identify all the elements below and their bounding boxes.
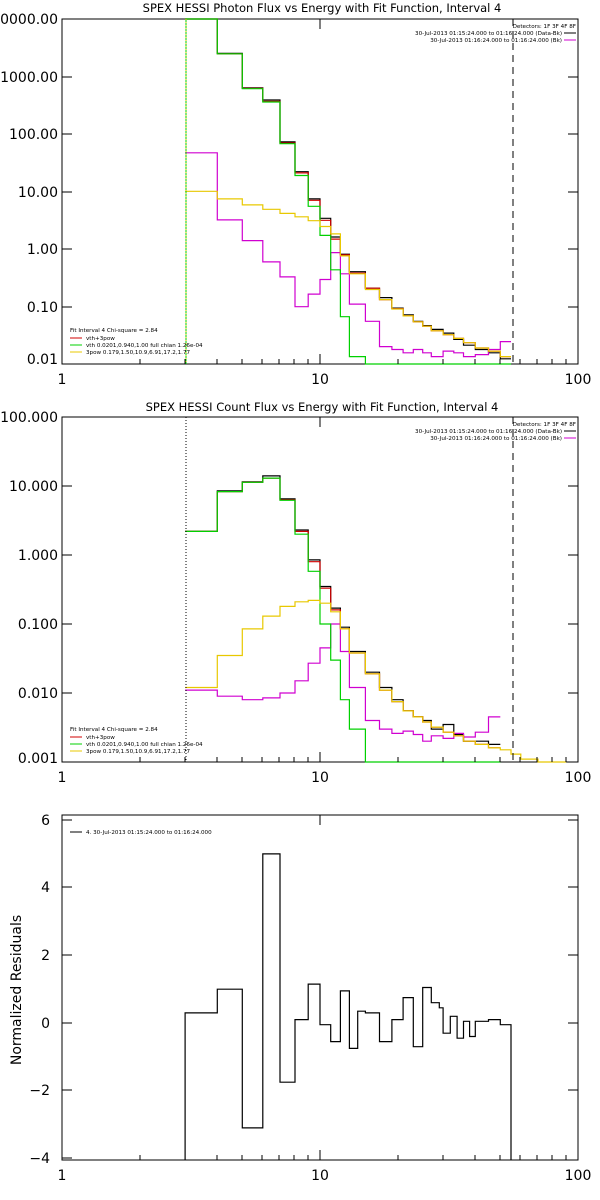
count-series-vth-3pow (185, 477, 501, 749)
residuals-series-residuals (184, 853, 512, 1160)
photon-y-tick-label: 0.01 (27, 352, 58, 368)
count-series-3pow (185, 599, 567, 763)
photon-legend-data: 30-Jul-2013 01:15:24.000 to 01:16:24.000… (415, 31, 562, 37)
count-fit-legend: Fit Interval 4 Chi-square = 2.84 vth+3po… (70, 727, 203, 755)
residuals-x-tick-label: 10 (311, 1168, 329, 1184)
residuals-x-axis: 1 10 100 (58, 815, 592, 1184)
count-y-tick-label: 0.001 (18, 751, 58, 767)
photon-y-axis: 10000.00 1000.00 100.00 10.00 1.00 0.10 … (0, 12, 578, 368)
count-x-tick-label: 1 (58, 770, 67, 786)
count-y-tick-label: 100.000 (0, 410, 58, 426)
count-x-tick-label: 10 (311, 770, 329, 786)
photon-x-tick-label: 10 (311, 372, 329, 388)
photon-fit-pow-label: 3pow 0.179,1.50,10.9,6.91,17.2,1.77 (86, 350, 191, 356)
residuals-x-tick-label: 1 (58, 1168, 67, 1184)
residuals-y-tick-label: 0 (41, 1016, 50, 1032)
count-fit-vth-label: vth 0.0201,0.940,1.00 full chian 1.26e-0… (86, 742, 203, 748)
photon-series-3pow (185, 190, 511, 358)
residuals-y-tick-label: −4 (29, 1151, 50, 1167)
residuals-chart: 6 4 2 0 −2 −4 Normalized Residuals (9, 813, 591, 1184)
residuals-y-tick-label: −2 (29, 1083, 50, 1099)
count-series-vth (185, 477, 501, 763)
count-fit-pow-label: 3pow 0.179,1.50,10.9,6.91,17.2,1.77 (86, 749, 191, 755)
residuals-y-tick-label: 4 (41, 880, 50, 896)
photon-chart-title: SPEX HESSI Photon Flux vs Energy with Fi… (143, 1, 502, 15)
count-flux-chart: SPEX HESSI Count Flux vs Energy with Fit… (0, 400, 591, 786)
count-chart-title: SPEX HESSI Count Flux vs Energy with Fit… (146, 400, 499, 414)
photon-series-data-bk (185, 18, 511, 360)
photon-x-axis: 1 10 100 (58, 19, 592, 388)
photon-x-tick-label: 1 (58, 372, 67, 388)
residuals-series-group (184, 853, 512, 1160)
count-y-tick-label: 1.000 (18, 548, 58, 564)
count-x-tick-label: 100 (565, 770, 592, 786)
residuals-legend: 4. 30-Jul-2013 01:15:24.000 to 01:16:24.… (70, 830, 212, 836)
photon-plot-frame (61, 18, 579, 365)
count-legend-data: 30-Jul-2013 01:15:24.000 to 01:16:24.000… (415, 429, 562, 435)
photon-detectors-label: Detectors: 1F 3F 4F 8F (513, 24, 576, 30)
photon-series-vth-3pow (185, 18, 511, 358)
photon-series-vth (185, 18, 511, 365)
residuals-legend-label: 4. 30-Jul-2013 01:15:24.000 to 01:16:24.… (86, 830, 212, 836)
photon-y-tick-label: 0.10 (27, 300, 58, 316)
photon-fit-legend: Fit Interval 4 Chi-square = 2.84 vth+3po… (70, 328, 203, 356)
count-y-axis: 100.000 10.000 1.000 0.100 0.010 0.001 (0, 410, 578, 767)
photon-x-tick-label: 100 (565, 372, 592, 388)
count-legend: Detectors: 1F 3F 4F 8F 30-Jul-2013 01:15… (415, 422, 576, 442)
photon-series-group (185, 18, 511, 365)
photon-fit-total-label: vth+3pow (86, 336, 115, 342)
count-detectors-label: Detectors: 1F 3F 4F 8F (513, 422, 576, 428)
photon-series-bk (185, 152, 511, 358)
photon-fit-interval: Fit Interval 4 Chi-square = 2.84 (70, 328, 158, 334)
count-y-tick-label: 0.100 (18, 617, 58, 633)
residuals-x-tick-label: 100 (565, 1168, 592, 1184)
count-fit-interval: Fit Interval 4 Chi-square = 2.84 (70, 727, 158, 733)
photon-y-tick-label: 10.00 (18, 185, 58, 201)
photon-y-tick-label: 1.00 (27, 242, 58, 258)
count-fit-total-label: vth+3pow (86, 735, 115, 741)
photon-y-tick-label: 100.00 (9, 127, 58, 143)
residuals-y-axis: 6 4 2 0 −2 −4 Normalized Residuals (9, 813, 578, 1167)
count-series-group (185, 475, 567, 763)
photon-flux-chart: SPEX HESSI Photon Flux vs Energy with Fi… (0, 1, 591, 388)
count-x-axis: 1 10 100 (58, 417, 592, 786)
photon-y-tick-label: 10000.00 (0, 12, 58, 28)
residuals-y-axis-label: Normalized Residuals (9, 915, 25, 1065)
count-y-tick-label: 0.010 (18, 686, 58, 702)
residuals-y-tick-label: 6 (41, 813, 50, 829)
count-legend-bk: 30-Jul-2013 01:16:24.000 to 01:16:24.000… (430, 436, 562, 442)
photon-y-tick-label: 1000.00 (0, 70, 58, 86)
photon-fit-vth-label: vth 0.0201,0.940,1.00 full chian 1.26e-0… (86, 343, 203, 349)
count-series-bk (185, 623, 501, 742)
count-y-tick-label: 10.000 (9, 479, 58, 495)
photon-legend-bk: 30-Jul-2013 01:16:24.000 to 01:16:24.000… (430, 38, 562, 44)
photon-legend: Detectors: 1F 3F 4F 8F 30-Jul-2013 01:15… (415, 24, 576, 44)
residuals-y-tick-label: 2 (41, 948, 50, 964)
count-series-data-bk (185, 475, 501, 745)
